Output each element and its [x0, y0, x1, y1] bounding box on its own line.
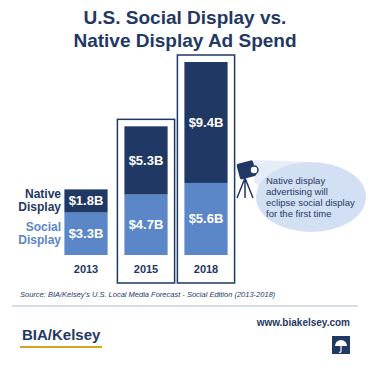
icon-canopy	[335, 340, 347, 346]
bar	[64, 213, 107, 255]
series-label-line: Display	[18, 233, 61, 247]
umbrella-icon	[332, 336, 350, 354]
data-label: $4.7B	[129, 217, 164, 232]
title-line: Native Display Ad Spend	[73, 30, 296, 51]
annotation-line: advertising will	[266, 186, 328, 197]
highlight-frame	[177, 55, 234, 283]
annotation: Native displayadvertising willeclipse so…	[266, 175, 355, 219]
highlight-frames	[117, 55, 234, 283]
data-label: $5.6B	[189, 211, 224, 226]
x-tick-label: 2015	[134, 263, 158, 275]
x-tick: 2015	[134, 263, 158, 275]
bars	[64, 62, 227, 255]
bar	[64, 189, 107, 212]
title-line: U.S. Social Display vs.	[84, 7, 287, 28]
logo-underline	[20, 346, 102, 348]
data-label: $9.4B	[189, 115, 224, 130]
x-tick: 2018	[194, 263, 218, 275]
x-tick-label: 2013	[74, 263, 98, 275]
title: U.S. Social Display vs.Native Display Ad…	[73, 7, 296, 51]
data-labels: $3.3B $4.7B $5.6B $1.8B $5.3B $9.4B	[69, 115, 224, 241]
series-label: SocialDisplay	[18, 220, 61, 247]
series-labels: SocialDisplayNativeDisplay	[18, 187, 61, 247]
x-tick-label: 2018	[194, 263, 218, 275]
lamp-lens	[250, 166, 258, 174]
bar	[184, 62, 227, 183]
website: www.biakelsey.com	[256, 317, 350, 328]
bar	[124, 195, 167, 255]
series-label-line: Native	[25, 187, 61, 201]
annotation-line: eclipse social display	[266, 197, 355, 208]
x-tick: 2013	[74, 263, 98, 275]
highlight-frame	[117, 119, 174, 283]
annotation-line: Native display	[266, 175, 325, 186]
annotation-line: for the first time	[266, 208, 331, 219]
logo: BIA/Kelsey	[22, 326, 101, 343]
data-label: $1.8B	[69, 193, 104, 208]
chart-container: U.S. Social Display vs.Native Display Ad…	[0, 0, 370, 370]
bar	[184, 183, 227, 255]
spotlight	[236, 160, 366, 232]
lamp-stand	[237, 178, 253, 198]
chart-canvas: U.S. Social Display vs.Native Display Ad…	[0, 0, 370, 370]
series-label-line: Display	[18, 200, 61, 214]
data-label: $3.3B	[69, 226, 104, 241]
light-spot	[256, 162, 366, 232]
series-label-line: Social	[26, 220, 61, 234]
icon-handle	[339, 346, 341, 352]
source: Source: BIA/Kelsey's U.S. Local Media Fo…	[20, 290, 276, 299]
icon-box	[332, 336, 350, 354]
x-axis: 2013 2015 2018	[74, 263, 218, 275]
divider	[12, 306, 358, 307]
data-label: $5.3B	[129, 153, 164, 168]
series-label: NativeDisplay	[18, 187, 61, 214]
bar	[124, 126, 167, 194]
